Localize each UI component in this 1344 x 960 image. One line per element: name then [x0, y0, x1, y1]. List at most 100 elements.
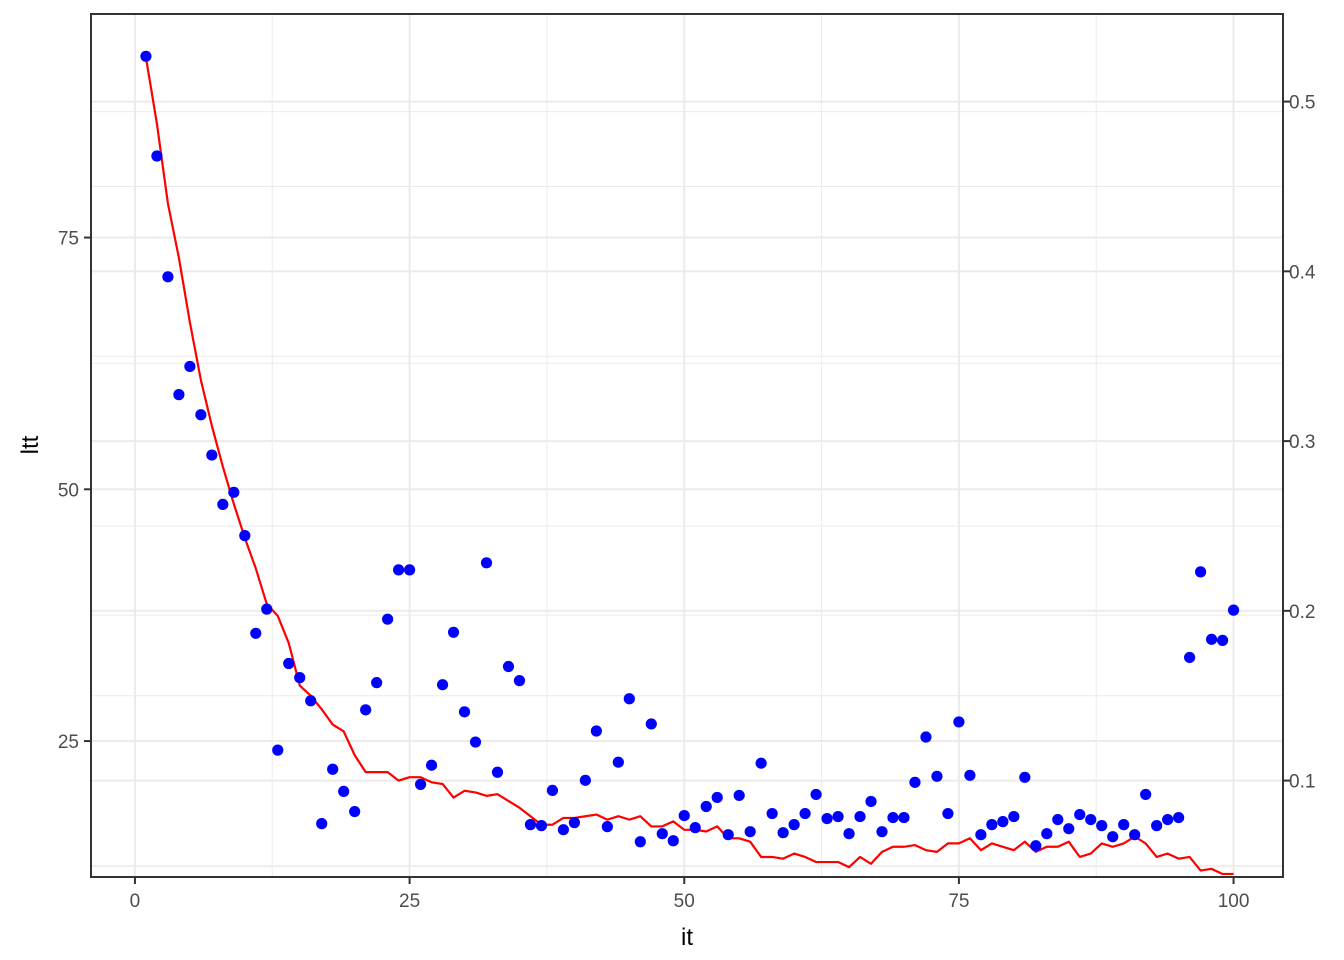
- data-point: [502, 660, 515, 673]
- x-tick-label: 75: [948, 891, 969, 912]
- data-point: [1052, 814, 1064, 826]
- y-tick-label: 25: [58, 732, 79, 753]
- data-point: [1184, 651, 1196, 664]
- data-point: [876, 826, 888, 838]
- data-point: [656, 828, 668, 840]
- data-point: [810, 788, 822, 801]
- data-point: [360, 704, 372, 716]
- data-point: [788, 819, 800, 831]
- data-point: [1118, 819, 1130, 831]
- data-point: [590, 725, 602, 737]
- data-point: [843, 828, 855, 840]
- data-point: [173, 389, 185, 401]
- data-point: [942, 807, 954, 820]
- data-point: [568, 817, 580, 829]
- data-point: [953, 716, 965, 728]
- line-series: [144, 57, 1234, 876]
- data-point: [744, 826, 756, 838]
- data-point: [1074, 808, 1086, 821]
- data-point: [975, 829, 987, 841]
- y2-tick-label: 0.5: [1289, 93, 1315, 114]
- data-point: [1162, 814, 1174, 826]
- data-point: [371, 677, 383, 689]
- plot-panel-background: [91, 14, 1283, 877]
- y2-tick-label: 0.2: [1289, 602, 1315, 623]
- x-axis-title: it: [681, 924, 693, 951]
- data-point: [1129, 829, 1141, 841]
- y-axis-title: ltt: [17, 435, 44, 454]
- data-point: [491, 766, 504, 778]
- data-point: [1096, 820, 1108, 832]
- data-point: [700, 800, 712, 813]
- data-point: [393, 564, 405, 576]
- data-point: [239, 530, 251, 542]
- data-point: [645, 718, 657, 730]
- data-point: [1216, 634, 1229, 646]
- data-point: [623, 693, 635, 705]
- data-point: [305, 695, 317, 707]
- x-tick-label: 25: [399, 891, 420, 912]
- data-point: [151, 150, 163, 162]
- data-point: [1140, 788, 1152, 801]
- data-point: [821, 812, 833, 825]
- data-point: [997, 816, 1009, 828]
- data-point: [909, 776, 921, 788]
- data-point: [1151, 820, 1163, 832]
- data-point: [546, 784, 559, 796]
- data-point: [272, 744, 284, 756]
- data-point: [733, 789, 745, 802]
- plot-panel-border: [90, 13, 1284, 878]
- data-point: [678, 809, 690, 822]
- data-point: [469, 736, 482, 748]
- data-point: [1107, 831, 1119, 843]
- data-point: [1030, 840, 1042, 852]
- data-point: [349, 805, 361, 818]
- data-point: [931, 770, 943, 782]
- data-point: [711, 791, 723, 804]
- x-tick-label: 0: [130, 891, 141, 912]
- data-point: [184, 360, 196, 373]
- data-point: [1041, 828, 1053, 840]
- data-point: [261, 603, 273, 615]
- data-point: [689, 822, 701, 834]
- data-point: [1063, 823, 1075, 835]
- data-point: [898, 811, 910, 824]
- data-point: [414, 778, 427, 790]
- data-point: [403, 564, 416, 576]
- data-point: [524, 819, 537, 831]
- data-point: [228, 486, 240, 498]
- data-point: [294, 672, 306, 684]
- data-point: [338, 785, 350, 798]
- data-point: [316, 818, 328, 830]
- data-point: [217, 498, 229, 511]
- data-point: [513, 675, 526, 687]
- data-point: [1195, 566, 1207, 578]
- data-point: [195, 409, 207, 421]
- data-point: [382, 613, 394, 625]
- data-point: [667, 835, 679, 847]
- data-point: [755, 757, 767, 769]
- point-series: [140, 50, 1240, 852]
- data-point: [283, 657, 295, 670]
- y-axis-left: 25 50 75: [58, 229, 91, 753]
- data-point: [920, 731, 932, 743]
- data-point: [579, 774, 591, 786]
- data-point: [140, 50, 152, 62]
- y2-tick-label: 0.1: [1289, 772, 1315, 793]
- data-point: [447, 626, 460, 638]
- data-point: [1173, 811, 1185, 824]
- y-tick-label: 50: [58, 480, 79, 501]
- x-tick-label: 100: [1218, 891, 1250, 912]
- data-point: [535, 820, 548, 832]
- data-point: [634, 836, 646, 848]
- data-point: [458, 706, 471, 718]
- data-point: [854, 810, 866, 823]
- data-point: [799, 807, 811, 820]
- data-point: [601, 821, 613, 833]
- data-point: [964, 769, 976, 781]
- data-point: [557, 824, 570, 836]
- data-point: [1227, 604, 1240, 616]
- y-tick-label: 75: [58, 229, 79, 250]
- data-point: [722, 829, 734, 841]
